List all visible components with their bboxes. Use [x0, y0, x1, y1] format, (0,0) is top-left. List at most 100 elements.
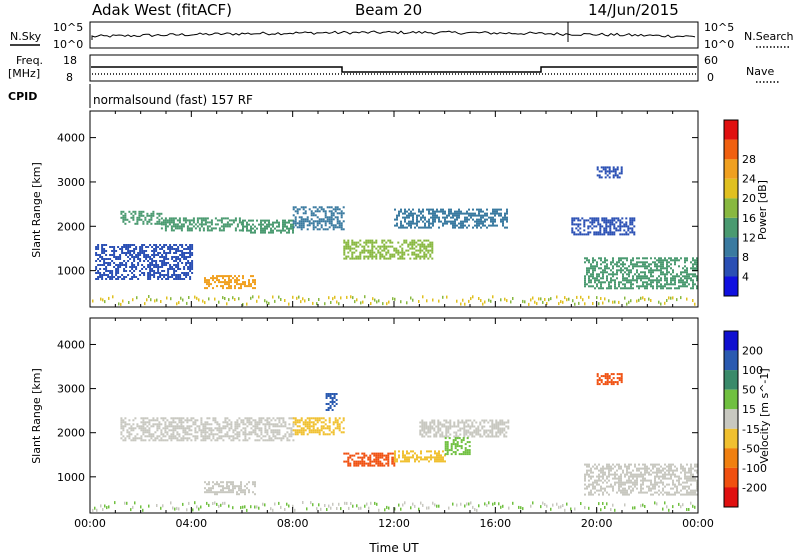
velocity-echo-region — [204, 481, 256, 496]
power-echo-cell — [381, 241, 384, 244]
power-echo-cell — [99, 274, 102, 276]
power-echo-cell — [161, 262, 164, 264]
velocity-echo-cell — [280, 425, 283, 428]
power-echo-cell — [688, 283, 690, 286]
velocity-echo-cell — [252, 483, 254, 486]
velocity-echo-cell — [590, 477, 592, 480]
velocity-echo-cell — [648, 471, 650, 474]
power-echo-cell — [320, 208, 323, 211]
velocity-echo-cell — [214, 427, 217, 430]
velocity-echo-cell — [624, 491, 626, 494]
power-echo-cell — [590, 263, 592, 266]
power-echo-cell — [646, 281, 648, 284]
velocity-echo-cell — [616, 381, 619, 384]
power-echo-cell — [620, 271, 622, 274]
power-echo-cell — [584, 275, 586, 278]
power-echo-cell — [125, 248, 128, 250]
velocity-echo-cell — [178, 419, 181, 422]
power-clutter-cell — [406, 301, 408, 305]
velocity-colorbar-segment — [724, 331, 738, 351]
velocity-echo-cell — [668, 469, 670, 472]
power-echo-cell — [246, 221, 248, 224]
velocity-echo-cell — [426, 458, 428, 461]
power-echo-cell — [117, 276, 120, 278]
velocity-echo-cell — [672, 479, 674, 482]
velocity-echo-cell — [696, 479, 698, 482]
power-clutter-cell — [556, 295, 558, 299]
power-echo-cell — [589, 231, 592, 234]
power-echo-cell — [308, 224, 311, 227]
power-echo-cell — [115, 250, 118, 252]
power-echo-cell — [583, 219, 586, 222]
power-echo-cell — [306, 228, 309, 231]
power-echo-cell — [161, 256, 164, 258]
power-echo-cell — [408, 222, 410, 225]
velocity-echo-cell — [614, 473, 616, 476]
power-echo-cell — [633, 225, 636, 228]
velocity-echo-cell — [491, 425, 494, 428]
power-clutter-cell — [558, 302, 560, 306]
power-echo-cell — [590, 281, 592, 284]
power-echo-cell — [682, 281, 684, 284]
velocity-echo-cell — [436, 452, 438, 455]
velocity-echo-cell — [503, 423, 506, 426]
velocity-echo-cell — [416, 458, 418, 461]
power-echo-cell — [262, 229, 264, 232]
power-echo-cell — [605, 231, 608, 234]
power-echo-cell — [244, 283, 246, 286]
power-echo-cell — [222, 229, 225, 232]
velocity-echo-cell — [402, 450, 404, 453]
power-echo-cell — [234, 217, 237, 220]
power-echo-cell — [345, 241, 348, 244]
velocity-echo-cell — [636, 479, 638, 482]
velocity-echo-cell — [430, 456, 432, 459]
velocity-echo-cell — [369, 456, 372, 459]
power-echo-cell — [593, 221, 596, 224]
velocity-echo-cell — [230, 481, 232, 484]
velocity-echo-cell — [232, 489, 234, 492]
power-echo-cell — [607, 225, 610, 228]
power-echo-cell — [124, 212, 127, 215]
velocity-echo-cell — [396, 460, 398, 463]
velocity-echo-cell — [264, 427, 267, 430]
power-echo-cell — [171, 248, 174, 250]
velocity-echo-cell — [290, 417, 293, 420]
power-echo-cell — [129, 254, 132, 256]
power-echo-cell — [403, 253, 406, 256]
power-echo-cell — [450, 222, 452, 225]
velocity-echo-cell — [489, 419, 492, 422]
power-echo-cell — [254, 231, 256, 234]
velocity-echo-cell — [586, 473, 588, 476]
power-echo-cell — [646, 283, 648, 286]
velocity-echo-cell — [338, 425, 341, 428]
velocity-echo-cell — [272, 433, 275, 436]
velocity-echo-cell — [456, 449, 459, 452]
velocity-echo-cell — [244, 493, 246, 496]
velocity-echo-cell — [148, 439, 151, 442]
velocity-echo-cell — [278, 433, 281, 436]
velocity-echo-cell — [481, 425, 484, 428]
velocity-echo-cell — [254, 419, 257, 422]
velocity-echo-cell — [286, 427, 289, 430]
power-echo-cell — [141, 264, 144, 266]
velocity-echo-cell — [690, 483, 692, 486]
power-echo-cell — [210, 219, 213, 222]
velocity-echo-cell — [332, 421, 335, 424]
velocity-echo-cell — [216, 433, 219, 436]
power-echo-cell — [101, 258, 104, 260]
power-echo-cell — [464, 212, 466, 215]
power-echo-cell — [99, 268, 102, 270]
power-echo-cell — [248, 285, 250, 288]
velocity-echo-cell — [154, 431, 157, 434]
velocity-clutter-cell — [614, 508, 616, 512]
velocity-echo-cell — [359, 462, 362, 465]
power-echo-cell — [618, 259, 620, 262]
power-echo-cell — [226, 225, 229, 228]
power-echo-cell — [610, 287, 612, 290]
power-echo-cell — [484, 214, 486, 217]
power-echo-cell — [177, 274, 180, 276]
power-echo-cell — [161, 248, 164, 250]
power-echo-cell — [403, 257, 406, 260]
power-echo-cell — [583, 229, 586, 232]
